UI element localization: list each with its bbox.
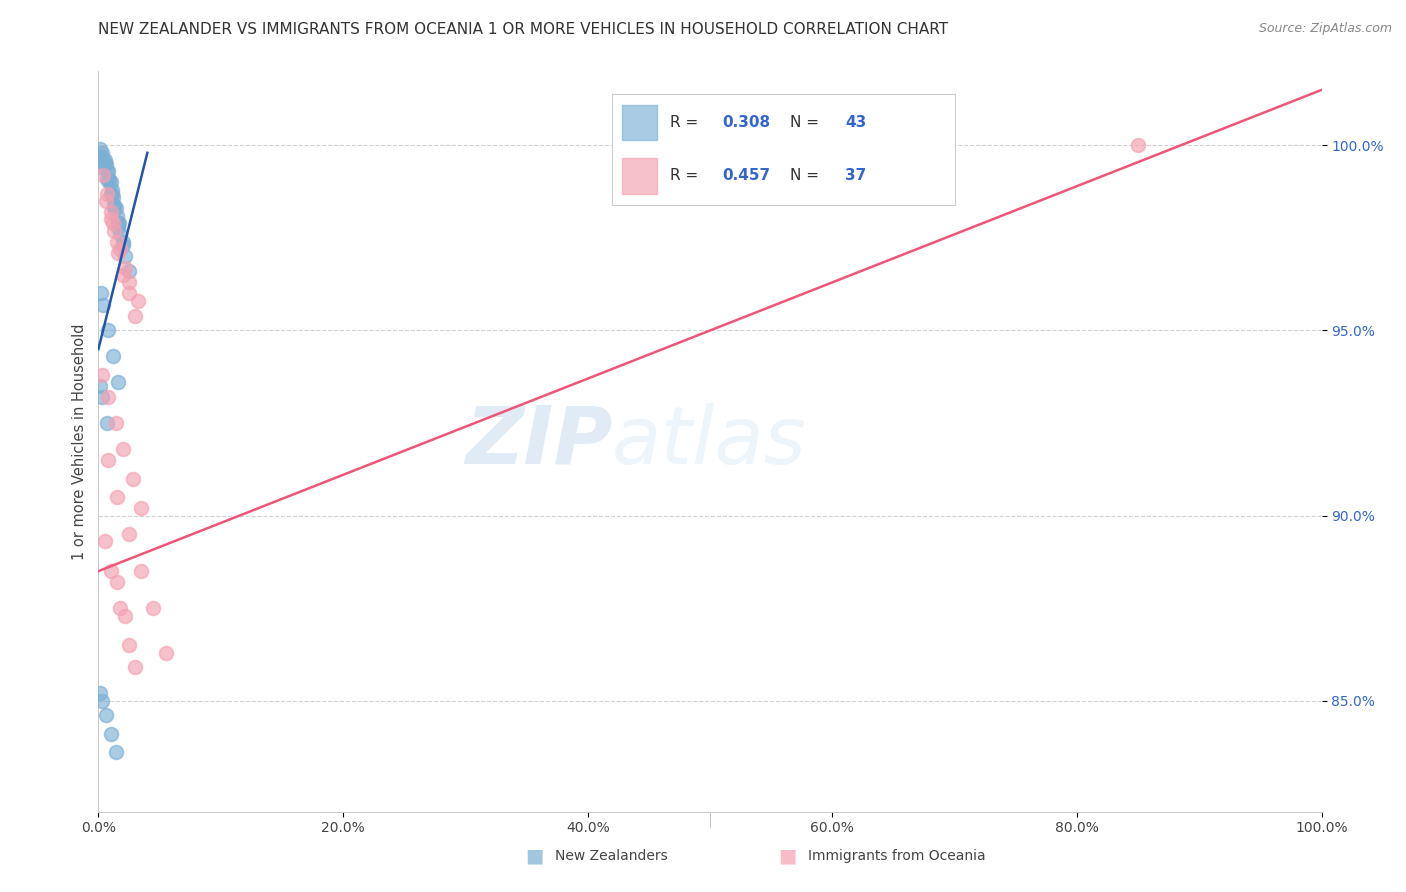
Y-axis label: 1 or more Vehicles in Household: 1 or more Vehicles in Household [72,323,87,560]
Text: ZIP: ZIP [465,402,612,481]
Point [94,708,117,723]
Point [129,564,152,578]
Text: atlas: atlas [612,402,807,481]
Point [93,534,115,549]
Point [118,527,141,541]
Text: New Zealanders: New Zealanders [555,849,668,863]
Point [103,223,125,237]
Point [91,390,114,404]
Point [127,293,149,308]
Point [97,453,120,467]
Point [761,145,783,160]
Point [89,379,111,393]
Point [100,205,122,219]
Point [100,564,122,578]
Point [105,490,128,504]
Point [103,202,125,216]
Point [107,376,129,390]
Point [105,575,128,590]
Point [129,501,152,516]
Point [94,157,117,171]
Text: ■: ■ [778,847,797,866]
Point [100,212,122,227]
Text: NEW ZEALANDER VS IMMIGRANTS FROM OCEANIA 1 OR MORE VEHICLES IN HOUSEHOLD CORRELA: NEW ZEALANDER VS IMMIGRANTS FROM OCEANIA… [98,22,949,37]
Text: ■: ■ [524,847,544,866]
Point [91,694,114,708]
Point [118,638,141,652]
Point [111,238,134,252]
Point [103,197,125,211]
Point [89,142,111,156]
Point [100,176,122,190]
Point [111,268,134,282]
Point [101,350,124,364]
Point [100,186,122,201]
Point [107,245,129,260]
Point [107,219,129,234]
Point [97,164,120,178]
Point [94,194,117,208]
Point [155,646,177,660]
Point [105,235,128,249]
Point [114,250,136,264]
Point [96,171,118,186]
Point [107,216,129,230]
Point [93,157,115,171]
Point [100,727,122,741]
Point [91,149,114,163]
Point [110,227,132,242]
Point [114,608,136,623]
Point [111,235,134,249]
Point [124,660,146,674]
Point [97,324,120,338]
Point [98,176,121,190]
Point [90,286,112,301]
Point [118,286,141,301]
Point [118,276,141,290]
Point [101,186,124,201]
Text: Immigrants from Oceania: Immigrants from Oceania [808,849,986,863]
Point [114,260,136,275]
Point [96,416,118,430]
Point [124,309,146,323]
Point [91,161,114,175]
Point [90,149,112,163]
Point [91,368,114,382]
Point [91,145,114,160]
Point [93,153,115,168]
Point [118,264,141,278]
Point [104,416,127,430]
Point [101,183,124,197]
Point [97,390,120,404]
Point [91,297,114,311]
Point [1128,138,1150,153]
Point [111,442,134,456]
Point [110,242,132,256]
Point [108,216,131,230]
Point [98,171,121,186]
Point [96,164,118,178]
Point [101,216,124,230]
Point [101,190,124,204]
Point [96,186,118,201]
Point [110,601,132,615]
Text: Source: ZipAtlas.com: Source: ZipAtlas.com [1258,22,1392,36]
Point [105,209,128,223]
Point [104,746,127,760]
Point [104,202,127,216]
Point [121,472,143,486]
Point [89,686,111,700]
Point [91,168,114,182]
Point [142,601,165,615]
